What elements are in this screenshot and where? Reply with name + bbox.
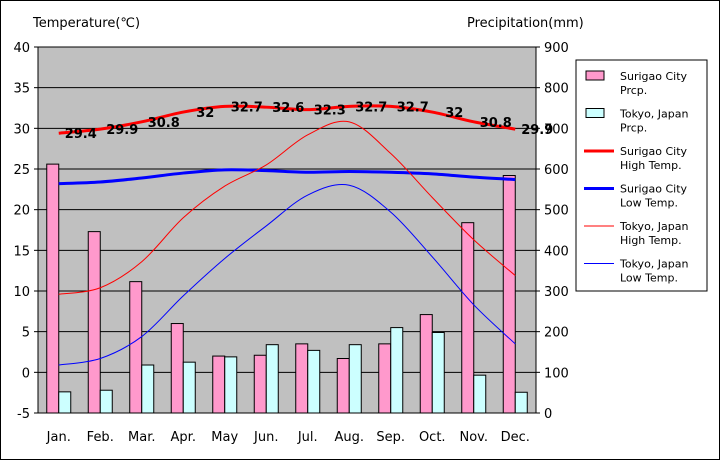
data-label-9: 32: [445, 106, 463, 121]
y-left-tick-label: 25: [13, 163, 30, 178]
y-left-tick-label: 40: [13, 41, 30, 56]
bar-1-3: [182, 361, 196, 414]
y-left-tick-label: 0: [22, 366, 30, 381]
legend-entry-1: Tokyo, Japan: [619, 108, 688, 121]
x-tick-label: Apr.: [171, 430, 196, 445]
bar-1-9: [431, 331, 445, 414]
data-label-2: 30.8: [148, 116, 180, 131]
x-tick-label: Jun.: [253, 430, 278, 445]
legend-entry-3: Low Temp.: [620, 197, 678, 210]
data-label-1: 29.9: [106, 123, 138, 138]
bar-0-8: [378, 343, 392, 414]
data-label-0: 29.4: [65, 127, 97, 142]
x-tick-label: Dec.: [501, 430, 530, 445]
data-label-10: 30.8: [480, 116, 512, 131]
bar-0-3: [170, 323, 184, 414]
y-right-tick-label: 500: [544, 204, 569, 219]
x-tick-label: Sep.: [376, 430, 405, 445]
bar-0-11: [502, 175, 516, 414]
axes-layer: -505101520253035400100200300400500600700…: [13, 41, 568, 445]
legend-entry-1: Prcp.: [620, 122, 647, 135]
legend-entry-5: Tokyo, Japan: [619, 258, 688, 271]
bar-0-9: [419, 314, 433, 414]
legend-entry-5: Low Temp.: [620, 272, 678, 285]
legend-entry-4: Tokyo, Japan: [619, 220, 688, 233]
legend-swatch-0: [585, 70, 605, 81]
y-left-tick-label: 30: [13, 122, 30, 137]
bar-0-7: [336, 358, 350, 414]
y-right-tick-label: 0: [544, 407, 552, 422]
y-right-tick-label: 600: [544, 163, 569, 178]
data-label-3: 32: [196, 106, 214, 121]
legend-entry-0: Surigao City: [620, 70, 688, 83]
bar-1-1: [99, 389, 113, 414]
line-series-1: [58, 168, 516, 186]
bar-1-7: [348, 344, 362, 414]
y-right-tick-label: 700: [544, 122, 569, 137]
x-tick-label: Nov.: [460, 430, 489, 445]
bar-1-11: [514, 391, 528, 414]
bar-0-4: [212, 355, 226, 414]
legend-box: [575, 59, 708, 292]
x-tick-label: May: [211, 430, 238, 445]
bar-0-2: [129, 281, 143, 414]
data-label-8: 32.7: [397, 100, 429, 115]
bar-1-0: [58, 391, 72, 414]
y-right-tick-label: 100: [544, 366, 569, 381]
bar-0-6: [295, 343, 309, 414]
y-right-tick-label: 800: [544, 82, 569, 97]
bar-1-8: [390, 327, 404, 414]
legend-entry-2: Surigao City: [620, 145, 688, 158]
y-left-tick-label: 15: [13, 244, 30, 259]
legend-entry-2: High Temp.: [620, 159, 682, 172]
x-tick-label: Oct.: [419, 430, 446, 445]
x-tick-label: Jan.: [46, 430, 71, 445]
bar-series-layer: [46, 163, 528, 414]
data-label-7: 32.7: [355, 100, 387, 115]
bar-0-5: [253, 354, 267, 414]
bar-1-5: [265, 344, 279, 414]
y-left-tick-label: 10: [13, 285, 30, 300]
y-right-tick-label: 900: [544, 41, 569, 56]
legend-swatch-1: [585, 108, 605, 118]
bar-1-2: [141, 364, 155, 414]
y-left-axis-label: Temperature(℃): [32, 16, 140, 31]
bar-0-1: [87, 231, 101, 414]
bar-1-10: [473, 374, 487, 414]
line-series-2: [58, 120, 516, 295]
y-right-axis-label: Precipitation(mm): [467, 16, 584, 31]
y-left-tick-label: 5: [22, 326, 30, 341]
y-left-tick-label: 35: [13, 82, 30, 97]
line-series-0: [58, 104, 516, 135]
y-right-tick-label: 400: [544, 244, 569, 259]
y-left-tick-label: -5: [17, 407, 30, 422]
data-label-4: 32.7: [231, 100, 263, 115]
data-labels-layer: 29.4 29.9 30.8 32 32.7 32.6 32.3 32.7 32.7 32 30.8…: [65, 100, 554, 142]
x-tick-label: Aug.: [334, 430, 364, 445]
bar-0-0: [46, 163, 60, 414]
legend-entry-4: High Temp.: [620, 234, 682, 247]
y-right-tick-label: 200: [544, 326, 569, 341]
x-tick-label: Mar.: [128, 430, 155, 445]
data-label-11: 29.9: [521, 123, 553, 138]
bar-0-10: [461, 222, 475, 414]
line-series-3: [58, 184, 516, 366]
legend-entry-3: Surigao City: [620, 183, 688, 196]
x-tick-label: Jul.: [297, 430, 318, 445]
y-right-tick-label: 300: [544, 285, 569, 300]
legend-entry-0: Prcp.: [620, 84, 647, 97]
data-label-6: 32.3: [314, 104, 346, 119]
bar-1-6: [307, 349, 321, 414]
bar-1-4: [224, 356, 238, 414]
line-series-layer: [58, 104, 516, 366]
x-tick-label: Feb.: [87, 430, 114, 445]
y-left-tick-label: 20: [13, 204, 30, 219]
data-label-5: 32.6: [272, 101, 304, 116]
